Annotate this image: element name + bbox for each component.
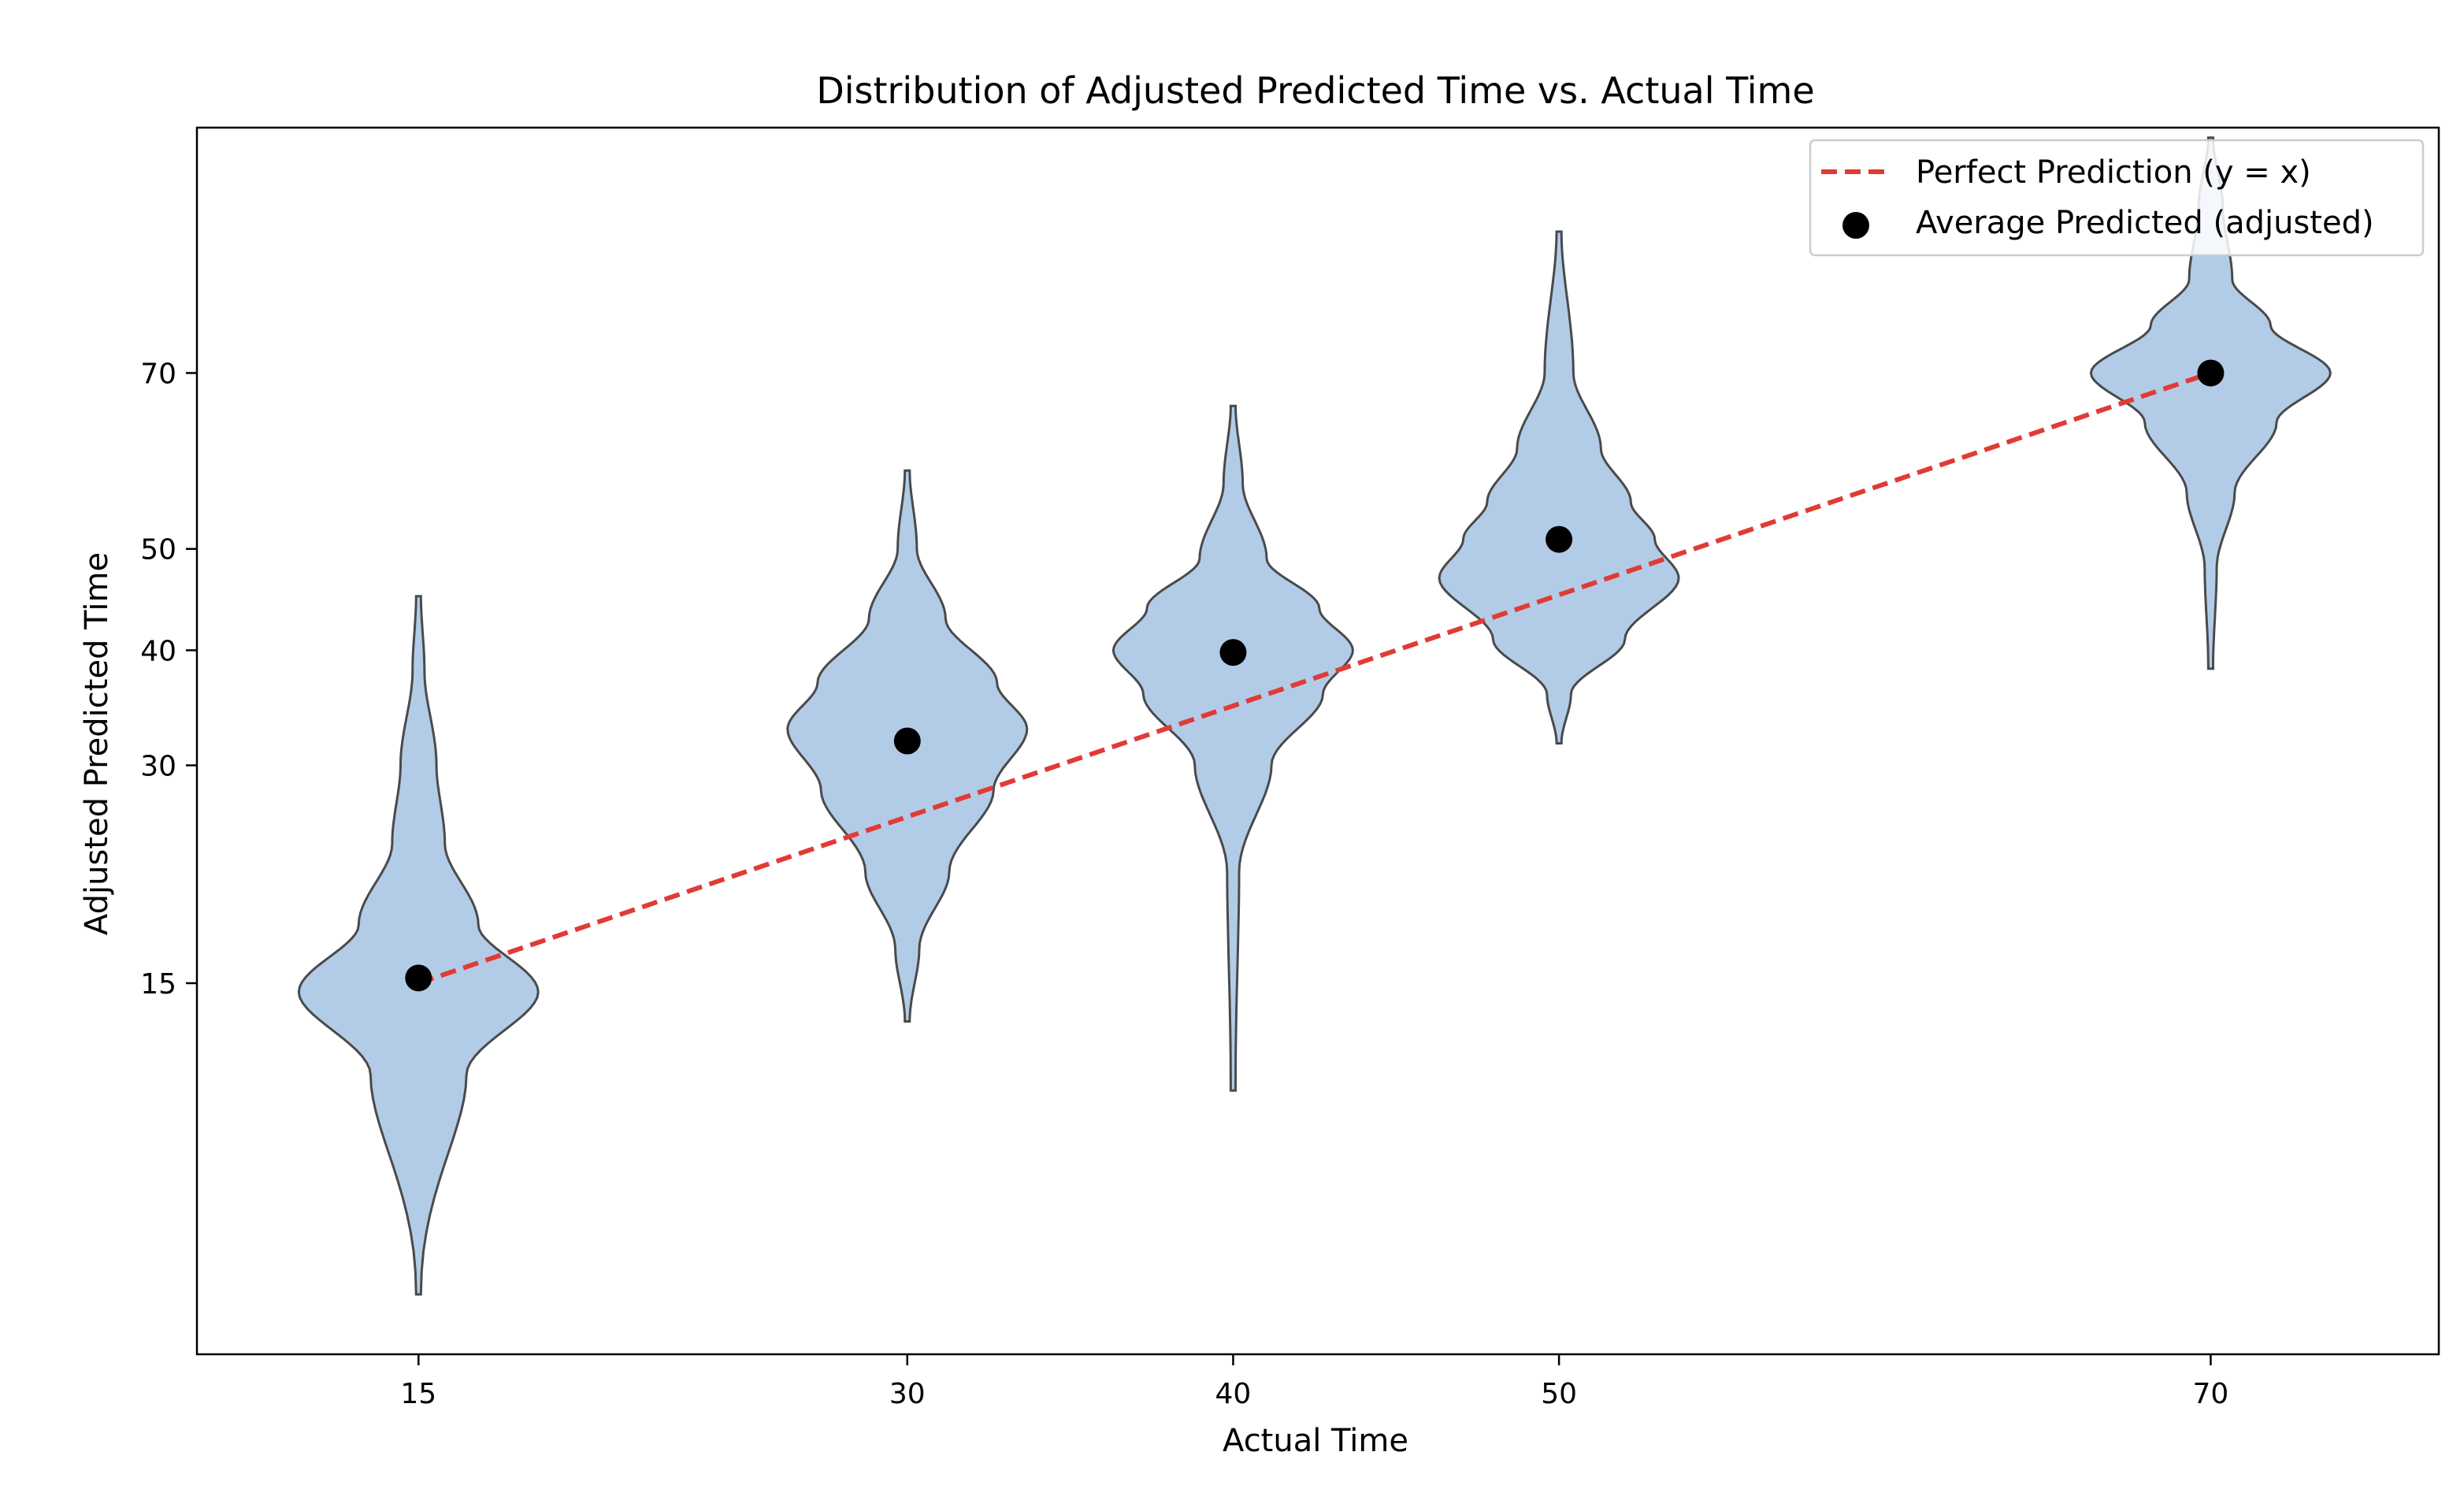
legend-marker-swatch — [1842, 212, 1869, 239]
y-tick-label: 50 — [140, 534, 176, 566]
x-axis-label: Actual Time — [1223, 1423, 1408, 1459]
legend-label-perfect-prediction: Perfect Prediction (y = x) — [1916, 154, 2311, 191]
x-tick-label: 40 — [1215, 1378, 1252, 1410]
violin-50 — [1438, 230, 1680, 744]
legend-box — [1809, 139, 2425, 257]
legend-label-average-predicted: Average Predicted (adjusted) — [1916, 205, 2374, 241]
mean-marker-40 — [1219, 639, 1247, 667]
y-axis-ticks: 15 30 40 50 70 — [140, 358, 197, 1001]
violin-15 — [297, 595, 540, 1296]
y-tick-label: 40 — [140, 635, 176, 667]
x-tick-label: 70 — [2193, 1378, 2229, 1410]
x-tick-label: 30 — [889, 1378, 926, 1410]
violin-70 — [2089, 136, 2332, 670]
legend: Perfect Prediction (y = x) Average Predi… — [1809, 139, 2425, 257]
mean-markers-layer — [405, 359, 2225, 992]
violin-40 — [1111, 404, 1354, 1092]
y-tick-label: 70 — [140, 358, 176, 390]
x-tick-label: 50 — [1541, 1378, 1577, 1410]
chart-title: Distribution of Adjusted Predicted Time … — [816, 69, 1814, 112]
mean-marker-15 — [405, 964, 432, 992]
mean-marker-70 — [2197, 359, 2225, 387]
mean-marker-30 — [893, 727, 921, 755]
plot-frame — [195, 126, 2440, 1356]
y-tick-label: 30 — [140, 750, 176, 782]
y-tick-label: 15 — [140, 968, 176, 1001]
y-axis-label: Adjusted Predicted Time — [79, 552, 115, 935]
x-tick-label: 15 — [400, 1378, 436, 1410]
mean-marker-50 — [1546, 525, 1573, 553]
violins-layer — [297, 136, 2332, 1296]
perfect-prediction-line — [417, 370, 2212, 986]
x-axis-ticks: 15 30 40 50 70 — [400, 1354, 2228, 1410]
